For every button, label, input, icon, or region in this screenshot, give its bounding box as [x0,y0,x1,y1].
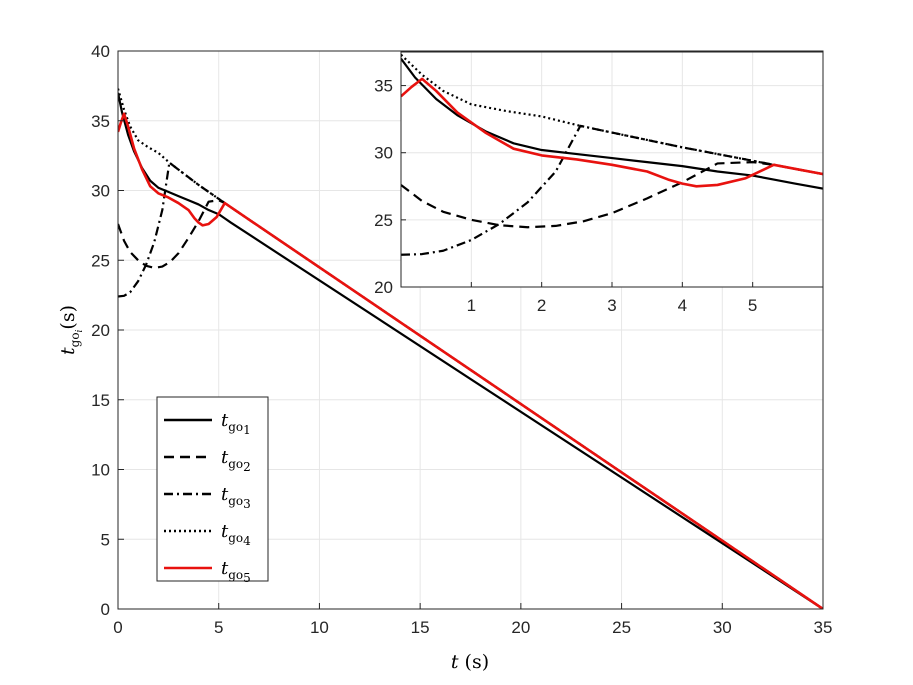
series-line-go1 [118,92,823,609]
inset-x-tick-label: 3 [607,296,616,315]
y-tick-label: 20 [91,321,110,340]
x-tick-label: 30 [713,618,732,637]
svg-text:tgoi(s): tgoi(s) [57,305,85,355]
legend-box [156,396,269,582]
y-tick-label: 10 [91,461,110,480]
inset-x-tick-label: 2 [537,296,546,315]
y-axis-label: tgoi(s) [57,305,85,355]
inset-y-tick-label: 30 [374,144,393,163]
inset-ticks: 1 2 3 4 5 20 25 30 35 [374,77,757,315]
x-tick-label: 5 [214,618,223,637]
main-series-lines [118,88,823,609]
legend-label-go2: tgo2 [221,447,251,474]
legend-label-go1: tgo1 [221,410,251,437]
legend-label-go5: tgo5 [221,558,251,585]
inset-x-tick-label: 1 [467,296,476,315]
x-tick-label: 25 [612,618,631,637]
inset-series-lines [401,53,823,256]
x-tick-label: 20 [511,618,530,637]
series-line-go5 [118,112,823,609]
y-tick-label: 30 [91,182,110,201]
y-tick-label: 35 [91,112,110,131]
legend: tgo1 tgo2 tgo3 tgo4 tgo5 [156,396,269,585]
inset-y-tick-label: 25 [374,211,393,230]
x-axis-label: t (s) [451,651,489,673]
y-tick-label: 40 [91,42,110,61]
inset-series-line-go5 [401,77,823,188]
y-tick-label: 15 [91,391,110,410]
x-tick-label: 15 [411,618,430,637]
inset-y-tick-label: 20 [374,278,393,297]
y-tick-label: 5 [101,530,110,549]
x-tick-label: 35 [814,618,833,637]
legend-label-go4: tgo4 [221,521,251,548]
x-tick-label: 10 [310,618,329,637]
legend-label-go3: tgo3 [221,484,251,511]
inset-series-line-go1 [401,58,823,190]
y-tick-label: 25 [91,251,110,270]
inset-y-tick-label: 35 [374,77,393,96]
inset-x-tick-label: 5 [748,296,757,315]
x-tick-label: 0 [113,618,122,637]
inset-x-tick-label: 4 [678,296,687,315]
y-tick-label: 0 [101,600,110,619]
